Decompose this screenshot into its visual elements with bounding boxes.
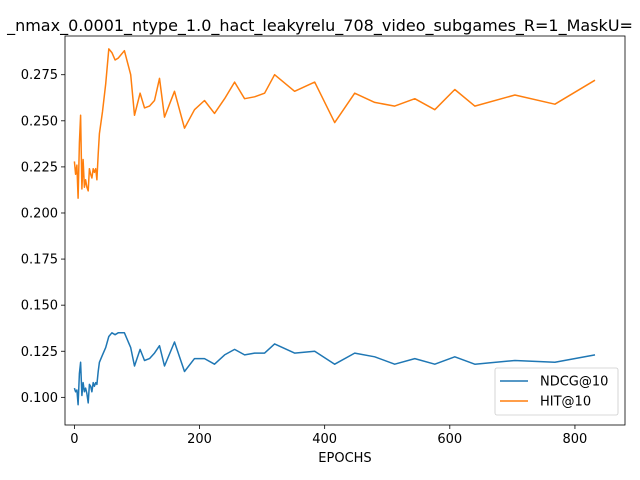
legend-label: HIT@10 (540, 395, 591, 410)
series-lines (73, 48, 596, 406)
chart-title: _nmax_0.0001_ntype_1.0_hact_leakyrelu_70… (6, 16, 633, 36)
y-tick-label: 0.275 (21, 68, 58, 83)
plot-area (64, 35, 626, 426)
series-line-ndcg (73, 332, 596, 406)
x-tick-label: 0 (70, 432, 78, 447)
y-tick-label: 0.150 (21, 299, 58, 314)
legend-label: NDCG@10 (540, 375, 608, 390)
x-tick-label: 600 (437, 432, 462, 447)
y-tick-label: 0.175 (21, 253, 58, 268)
x-tick-label: 200 (187, 432, 212, 447)
x-axis: 0 200 400 600 800 (70, 425, 587, 447)
legend: NDCG@10 HIT@10 (494, 367, 619, 416)
y-tick-label: 0.200 (21, 206, 58, 221)
x-tick-label: 400 (312, 432, 337, 447)
legend-box (494, 367, 619, 416)
y-tick-label: 0.125 (21, 345, 58, 360)
y-tick-label: 0.100 (21, 391, 58, 406)
x-tick-label: 800 (563, 432, 588, 447)
x-axis-label: EPOCHS (318, 451, 371, 466)
y-axis: 0.100 0.125 0.150 0.175 0.200 0.225 0.250 0.275 (21, 68, 65, 406)
y-tick-label: 0.250 (21, 114, 58, 129)
y-tick-label: 0.225 (21, 160, 58, 175)
plot-frame (64, 35, 626, 426)
series-line-hit (73, 48, 596, 199)
